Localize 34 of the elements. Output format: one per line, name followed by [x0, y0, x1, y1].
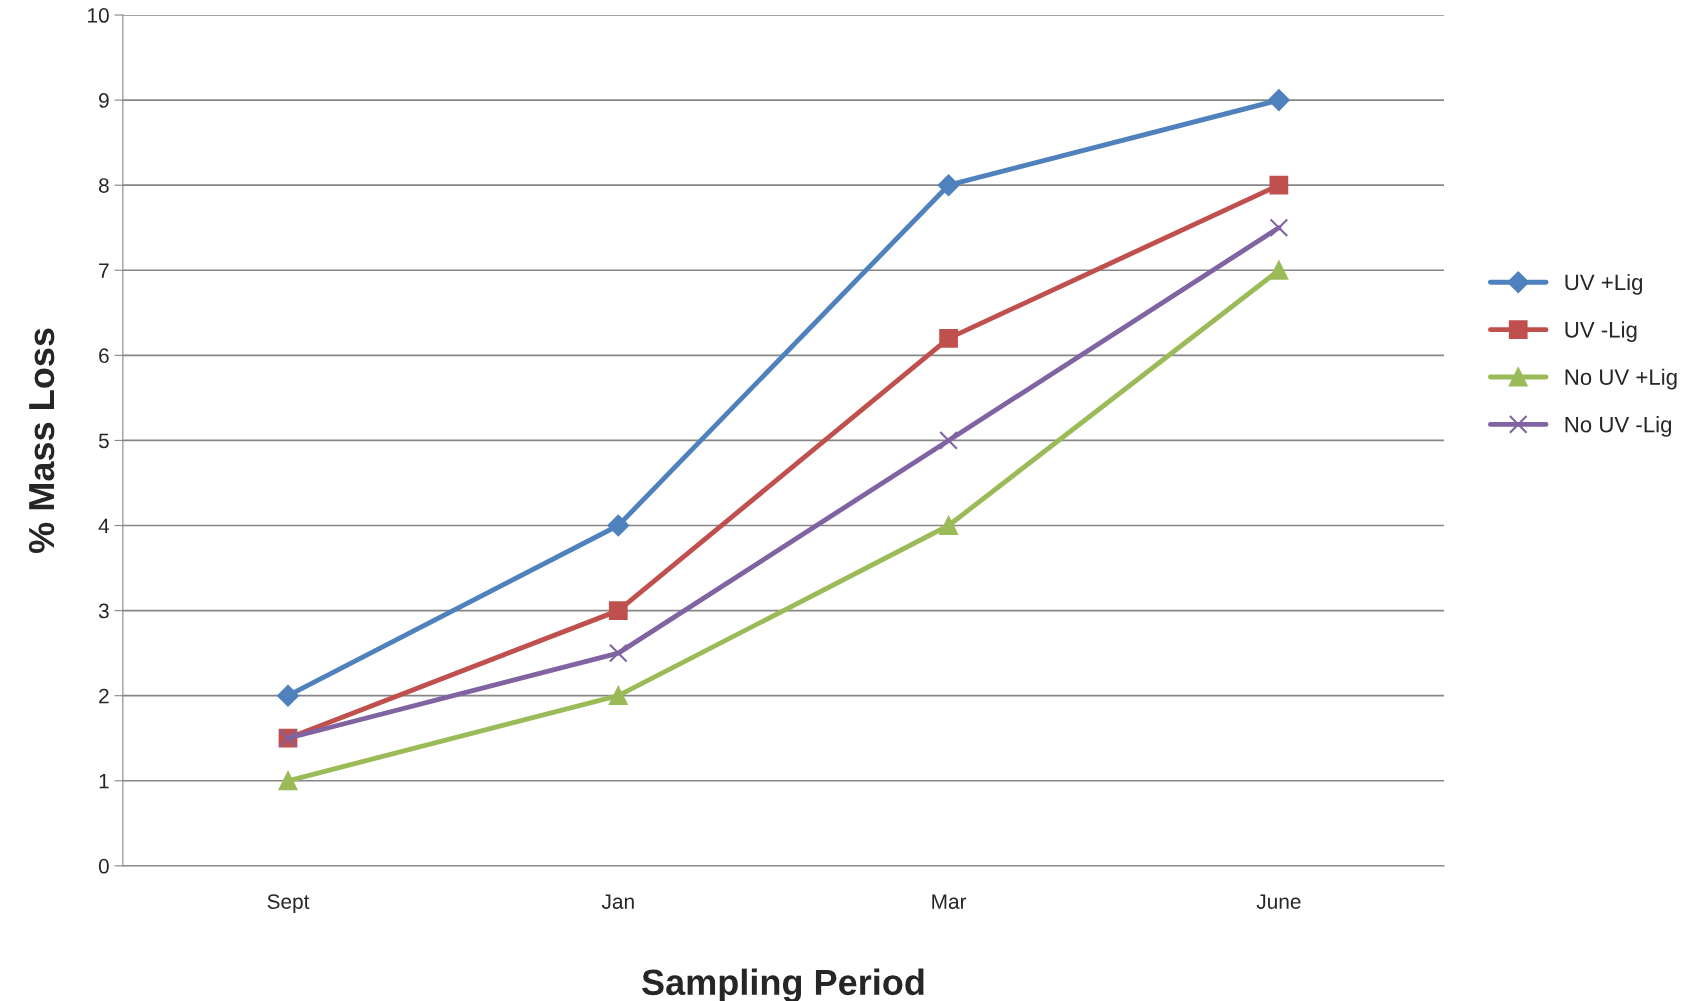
x-tick-label: June [1256, 894, 1301, 909]
point [608, 643, 628, 663]
point [939, 431, 958, 450]
point [278, 771, 298, 791]
y-tick-label: 4 [98, 518, 110, 534]
y-tick-label: 2 [99, 688, 109, 704]
x-tick-label: Sept [267, 894, 310, 914]
legend-label: UV +Lig [1565, 273, 1643, 295]
point [939, 328, 958, 348]
y-tick-label: 1 [99, 774, 109, 789]
x-tick-label: Jan [601, 894, 634, 909]
y-tick-label: 10 [88, 8, 109, 23]
point [277, 684, 299, 707]
point [1269, 175, 1289, 195]
y-tick-label: 7 [99, 263, 109, 278]
y-tick-label: 0 [98, 858, 109, 874]
point [1269, 260, 1289, 280]
point [607, 514, 630, 537]
y-axis-title: % Mass Loss [28, 328, 55, 553]
y-tick-label: 3 [98, 603, 109, 619]
legend-label: No UV +Lig [1565, 368, 1677, 390]
y-tick-label: 5 [98, 433, 109, 449]
point [608, 601, 628, 620]
y-tick-label: 9 [99, 93, 109, 108]
y-tick-label: 8 [98, 178, 109, 193]
point [937, 174, 960, 197]
legend-label: UV -Lig [1565, 321, 1637, 343]
y-tick-label: 6 [99, 348, 109, 364]
point [1269, 218, 1289, 238]
point [1268, 89, 1290, 111]
x-tick-label: Mar [932, 894, 967, 909]
point [939, 516, 958, 535]
legend-label: No UV -Lig [1565, 416, 1672, 437]
point [608, 686, 628, 706]
